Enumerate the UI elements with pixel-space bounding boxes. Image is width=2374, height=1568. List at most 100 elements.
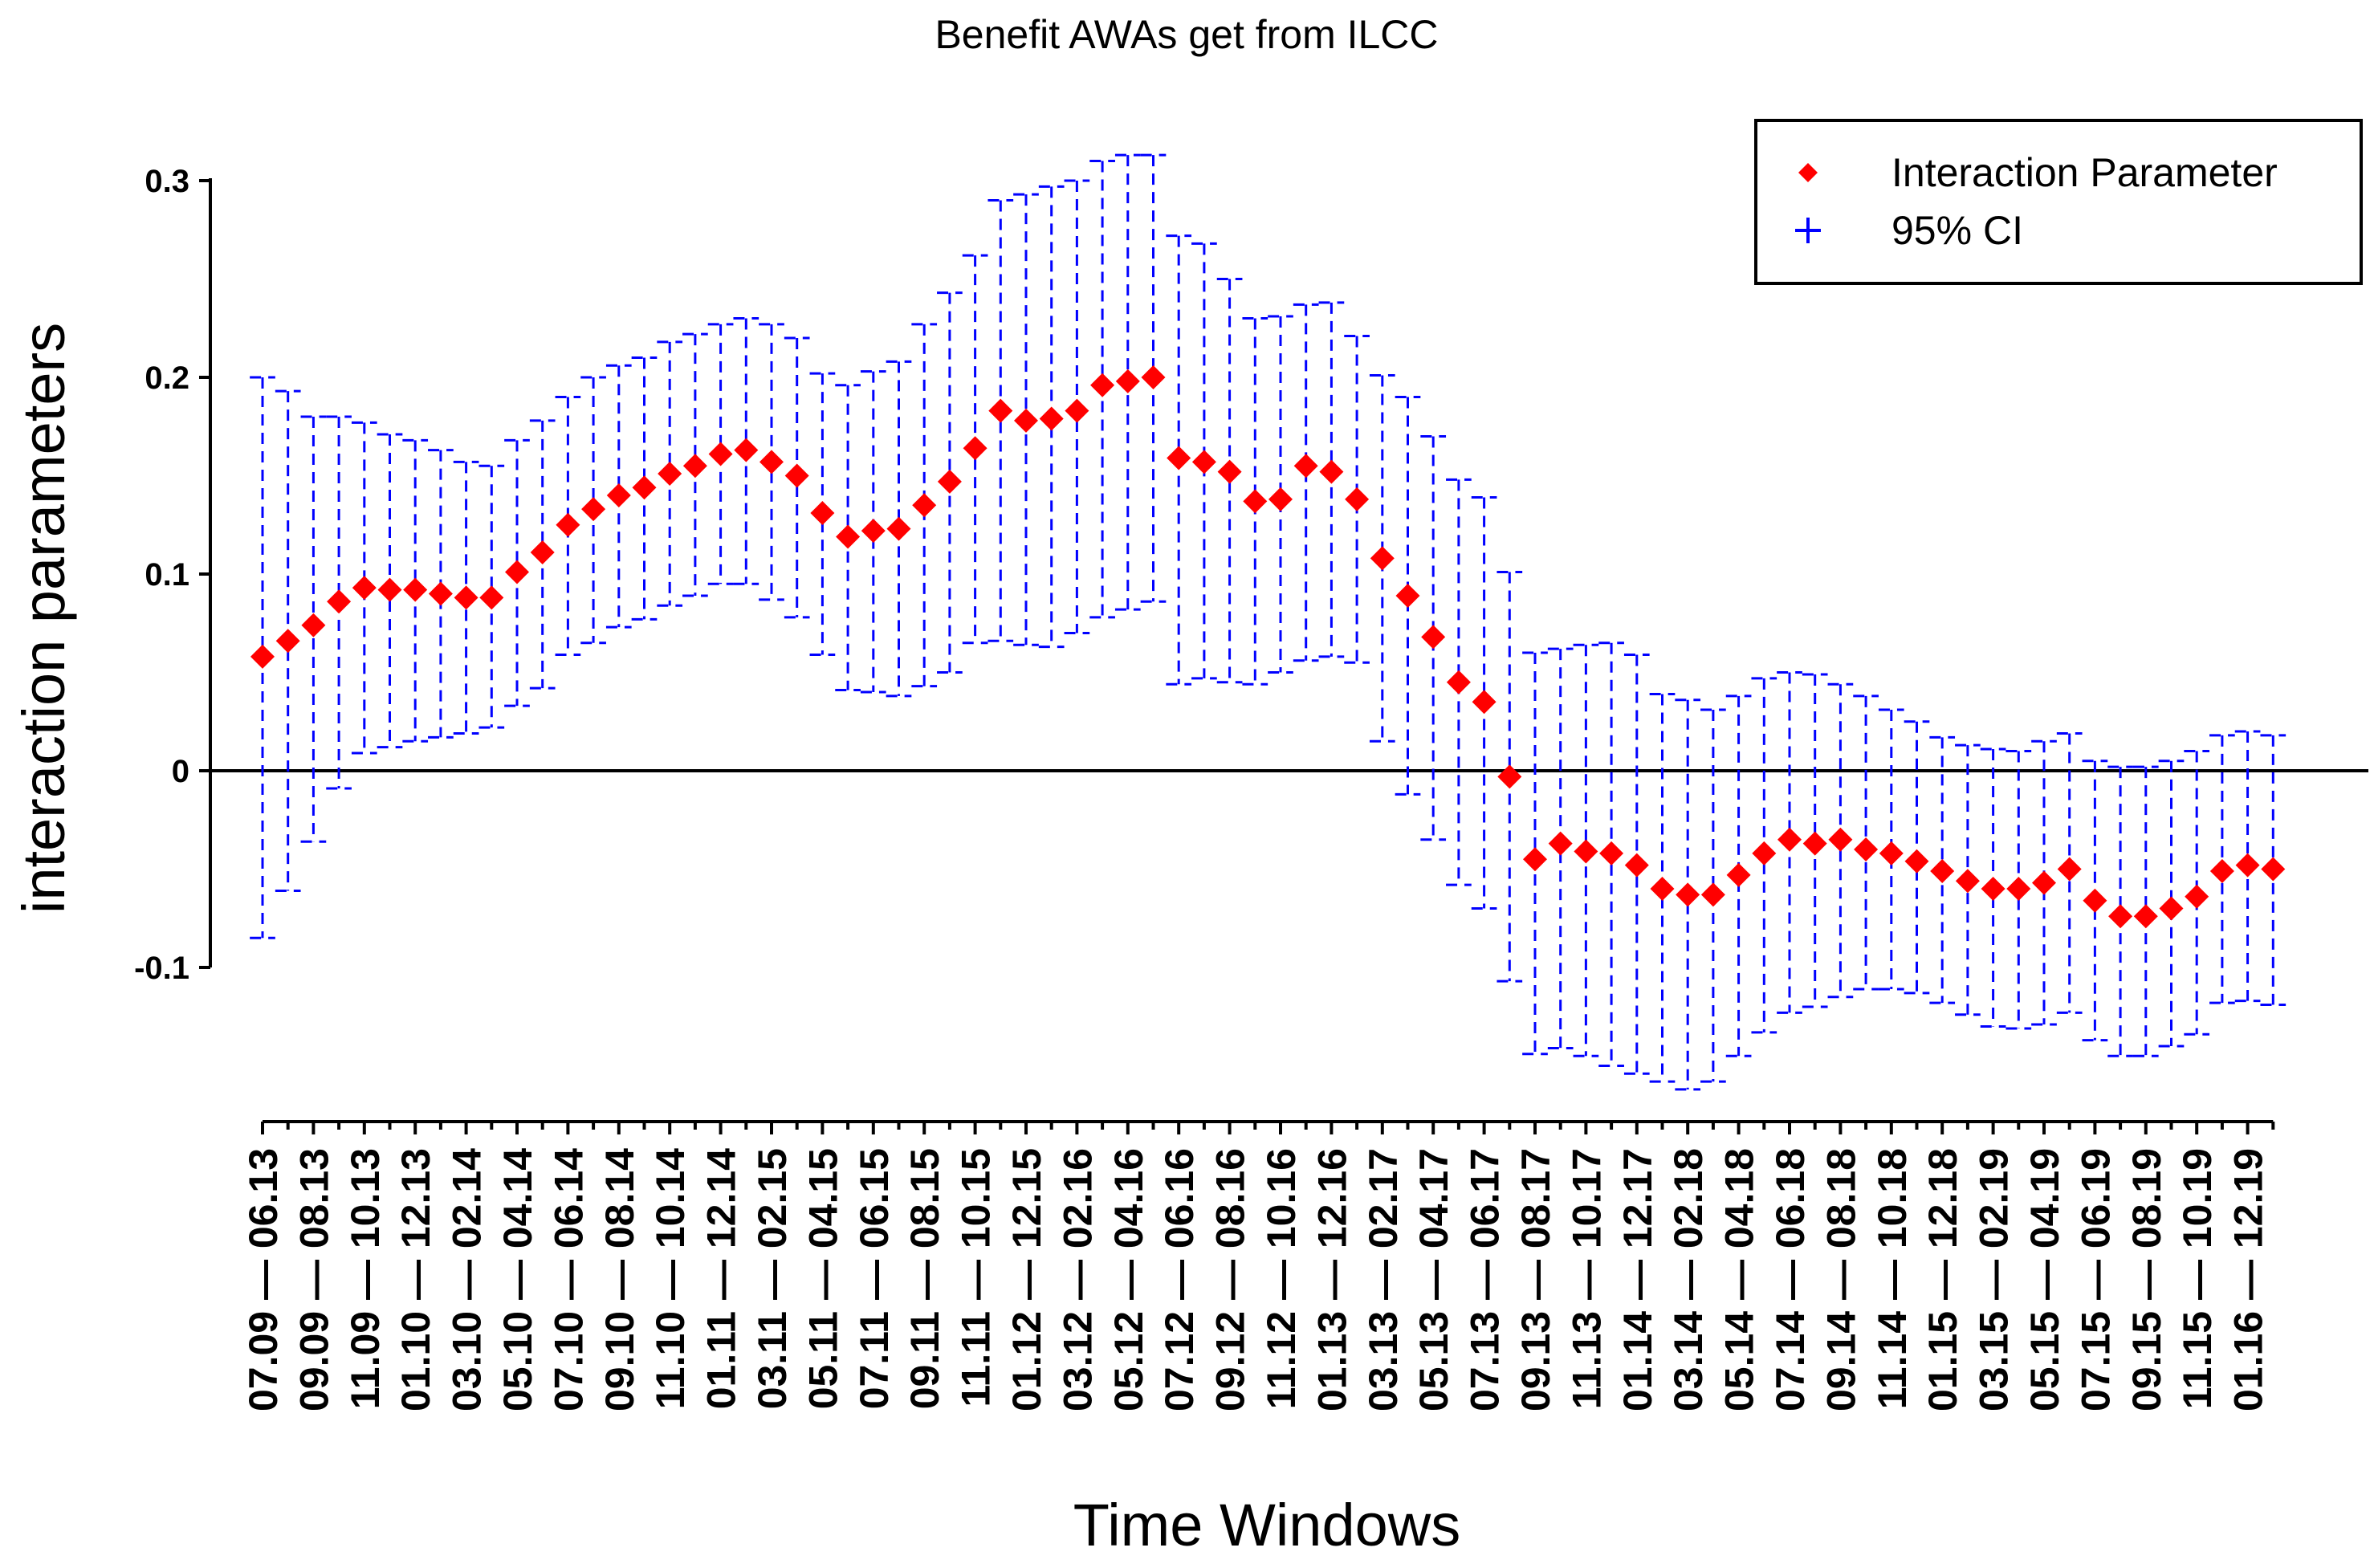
interaction-point <box>1039 406 1064 431</box>
interaction-point <box>1854 837 1879 861</box>
interaction-point <box>2032 870 2056 895</box>
x-tick-label: 05.13 — 04.17 <box>1411 1148 1456 1411</box>
x-axis <box>261 1120 2275 1134</box>
x-tick-label: 01.12 — 12.15 <box>1004 1148 1049 1411</box>
y-tick-label: 0.3 <box>145 164 189 199</box>
interaction-point <box>1930 858 1955 883</box>
interaction-point <box>1115 369 1140 393</box>
y-tick-label: 0.1 <box>145 557 189 593</box>
y-tick-label: -0.1 <box>134 951 189 986</box>
x-tick-label: 03.11 — 02.15 <box>750 1148 795 1409</box>
x-tick-label: 03.10 — 02.14 <box>445 1148 490 1411</box>
interaction-point <box>912 493 937 518</box>
x-tick-label: 03.14 — 02.18 <box>1666 1148 1711 1411</box>
interaction-point <box>2185 884 2209 909</box>
interaction-point <box>2261 857 2286 882</box>
interaction-point <box>1370 546 1395 571</box>
interaction-point <box>1243 489 1268 514</box>
interaction-point <box>708 442 733 466</box>
interaction-point <box>581 497 606 522</box>
x-tick-label: 07.13 — 06.17 <box>1463 1148 1508 1411</box>
interaction-point <box>1802 831 1827 856</box>
x-tick-label: 09.12 — 08.16 <box>1208 1148 1253 1411</box>
x-tick-label: 03.15 — 02.19 <box>1972 1148 2017 1411</box>
legend-label-ci: 95% CI <box>1891 208 2023 253</box>
interaction-point <box>1904 849 1929 874</box>
x-tick-label: 11.09 — 10.13 <box>343 1148 388 1409</box>
interaction-point <box>2083 888 2107 913</box>
x-tick-label: 07.11 — 06.15 <box>852 1148 897 1409</box>
interaction-point <box>1700 882 1725 907</box>
interaction-point <box>1141 365 1166 389</box>
interaction-point <box>784 463 809 488</box>
interaction-point <box>301 613 326 637</box>
interaction-point <box>1752 841 1777 865</box>
interaction-point <box>275 629 300 654</box>
x-tick-label: 11.15 — 10.19 <box>2175 1148 2220 1409</box>
x-tick-label: 09.09 — 08.13 <box>291 1148 336 1411</box>
interaction-point <box>1879 841 1904 865</box>
interaction-point <box>682 454 707 479</box>
interaction-point <box>352 576 377 601</box>
interaction-point <box>505 560 529 584</box>
interaction-point <box>1726 862 1751 887</box>
x-tick-label: 05.15 — 04.19 <box>2022 1148 2067 1411</box>
legend: Interaction Parameter 95% CI <box>1754 119 2363 285</box>
interaction-point <box>479 585 504 610</box>
x-tick-label: 01.14 — 12.17 <box>1615 1148 1660 1411</box>
interaction-point <box>403 577 428 602</box>
interaction-point <box>327 589 352 614</box>
x-tick-label: 11.11 — 10.15 <box>954 1148 999 1407</box>
x-tick-label: 01.10 — 12.13 <box>393 1148 438 1411</box>
interaction-point <box>886 516 911 541</box>
interaction-point <box>377 577 402 602</box>
x-tick-label: 05.10 — 04.14 <box>495 1148 540 1411</box>
x-tick-label: 07.09 — 06.13 <box>241 1148 286 1411</box>
x-tick-label: 09.10 — 08.14 <box>597 1148 642 1411</box>
interaction-point <box>1395 583 1420 608</box>
interaction-point <box>1293 454 1318 479</box>
interaction-point <box>2006 877 2031 901</box>
x-tick-label: 09.11 — 08.15 <box>902 1148 947 1409</box>
interaction-point <box>1472 690 1496 715</box>
interaction-point <box>1599 841 1624 865</box>
interaction-point <box>937 469 962 494</box>
legend-diamond-symbol <box>1798 163 1818 182</box>
x-tick-label: 07.12 — 06.16 <box>1157 1148 1202 1411</box>
interaction-point <box>1090 373 1115 397</box>
x-tick-label: 07.14 — 06.18 <box>1768 1148 1813 1411</box>
interaction-point <box>1497 764 1522 789</box>
interaction-point <box>1574 839 1598 864</box>
x-tick-label: 09.15 — 08.19 <box>2124 1148 2169 1411</box>
x-tick-label: 01.11 — 12.14 <box>699 1148 744 1409</box>
x-tick-label: 03.13 — 02.17 <box>1361 1148 1406 1411</box>
interaction-point <box>606 483 631 507</box>
interaction-point <box>428 581 453 606</box>
x-tick-label: 11.13 — 10.17 <box>1564 1148 1609 1409</box>
interaction-point <box>1777 827 1802 852</box>
y-axis-label: interaction parameters <box>10 323 77 914</box>
y-axis-ticks: -0.1 0 0.1 0.2 0.3 <box>134 164 210 986</box>
interaction-point <box>963 436 987 461</box>
interaction-point <box>1268 487 1293 511</box>
interaction-point <box>1319 459 1344 484</box>
confidence-intervals <box>250 153 2286 1091</box>
interaction-point <box>1014 408 1038 433</box>
interaction-point <box>1828 827 1853 852</box>
interaction-point <box>1167 446 1191 470</box>
interaction-point <box>1676 882 1700 907</box>
interaction-point <box>250 644 275 669</box>
interaction-point <box>454 585 478 610</box>
interaction-point <box>530 540 555 565</box>
x-tick-label: 05.12 — 04.16 <box>1106 1148 1151 1411</box>
x-tick-label: 09.13 — 08.17 <box>1513 1148 1558 1411</box>
interaction-point <box>1446 670 1471 694</box>
interaction-point <box>836 524 861 549</box>
interaction-point <box>1650 877 1675 901</box>
interaction-point <box>1955 869 1980 894</box>
interaction-point <box>1624 853 1649 878</box>
interaction-point <box>759 450 784 474</box>
interaction-point <box>1217 459 1242 484</box>
interaction-point <box>1345 487 1370 511</box>
